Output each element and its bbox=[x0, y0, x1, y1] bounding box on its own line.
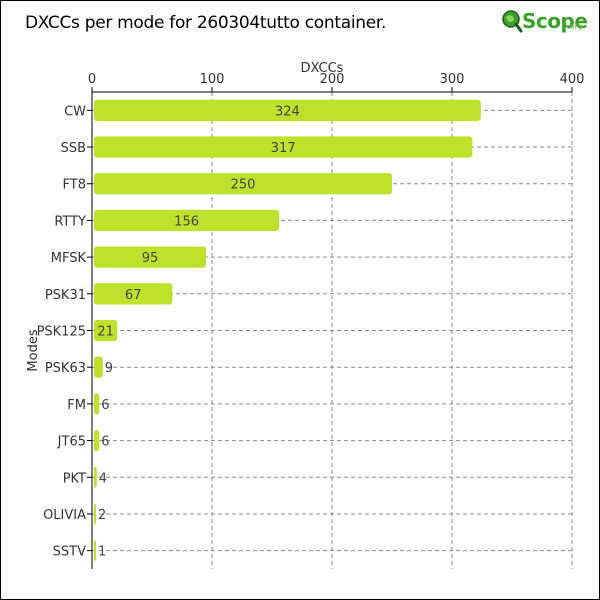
bar bbox=[94, 356, 103, 378]
x-tick-label: 200 bbox=[320, 72, 345, 87]
y-tick-label: MFSK bbox=[51, 251, 87, 266]
bar bbox=[94, 540, 96, 562]
x-tick-label: 300 bbox=[440, 72, 465, 87]
bar bbox=[94, 429, 100, 452]
x-tick-label: 0 bbox=[88, 72, 96, 87]
bar bbox=[94, 173, 392, 195]
y-tick-label: JT65 bbox=[57, 435, 86, 450]
data-label: 250 bbox=[231, 178, 256, 193]
data-label: 67 bbox=[125, 288, 142, 303]
y-tick-label: FT8 bbox=[63, 178, 86, 193]
bar bbox=[94, 99, 481, 121]
bar bbox=[94, 283, 173, 305]
y-tick-label: PSK63 bbox=[45, 361, 86, 376]
y-tick-label: FM bbox=[67, 398, 86, 413]
data-label: 4 bbox=[99, 471, 107, 486]
magnifier-globe-icon bbox=[502, 10, 523, 33]
x-tick-label: 100 bbox=[200, 72, 225, 87]
y-tick-label: SSB bbox=[61, 141, 86, 156]
data-label: 156 bbox=[174, 214, 199, 229]
data-label: 9 bbox=[105, 361, 113, 376]
qscope-logo: Scope .org bbox=[501, 5, 591, 39]
data-label: 6 bbox=[101, 435, 109, 450]
bar bbox=[94, 466, 97, 488]
y-tick-label: SSTV bbox=[53, 545, 86, 560]
logo-tld: .org bbox=[567, 22, 583, 31]
data-label: 95 bbox=[142, 251, 159, 266]
x-tick-label: 400 bbox=[560, 72, 585, 87]
data-label: 21 bbox=[97, 325, 114, 340]
bar bbox=[94, 319, 118, 342]
bar bbox=[94, 393, 100, 415]
y-tick-label: PSK31 bbox=[45, 288, 86, 303]
data-label: 2 bbox=[98, 508, 106, 523]
y-tick-label: PKT bbox=[63, 471, 86, 486]
logo-word: Scope bbox=[522, 9, 588, 33]
y-axis-title: Modes bbox=[26, 329, 41, 371]
data-label: 317 bbox=[271, 141, 296, 156]
data-label: 1 bbox=[98, 545, 106, 560]
y-tick-label: CW bbox=[64, 104, 86, 119]
y-tick-label: PSK125 bbox=[37, 325, 86, 340]
bar bbox=[94, 503, 96, 525]
bar bbox=[94, 209, 280, 232]
data-label: 324 bbox=[275, 104, 300, 119]
chart-title: DXCCs per mode for 260304tutto container… bbox=[25, 13, 387, 33]
x-axis-title: DXCCs bbox=[301, 61, 344, 76]
bar bbox=[94, 136, 473, 158]
y-tick-label: OLIVIA bbox=[43, 508, 86, 523]
bar bbox=[94, 246, 206, 268]
y-tick-label: RTTY bbox=[54, 214, 86, 229]
data-label: 6 bbox=[101, 398, 109, 413]
